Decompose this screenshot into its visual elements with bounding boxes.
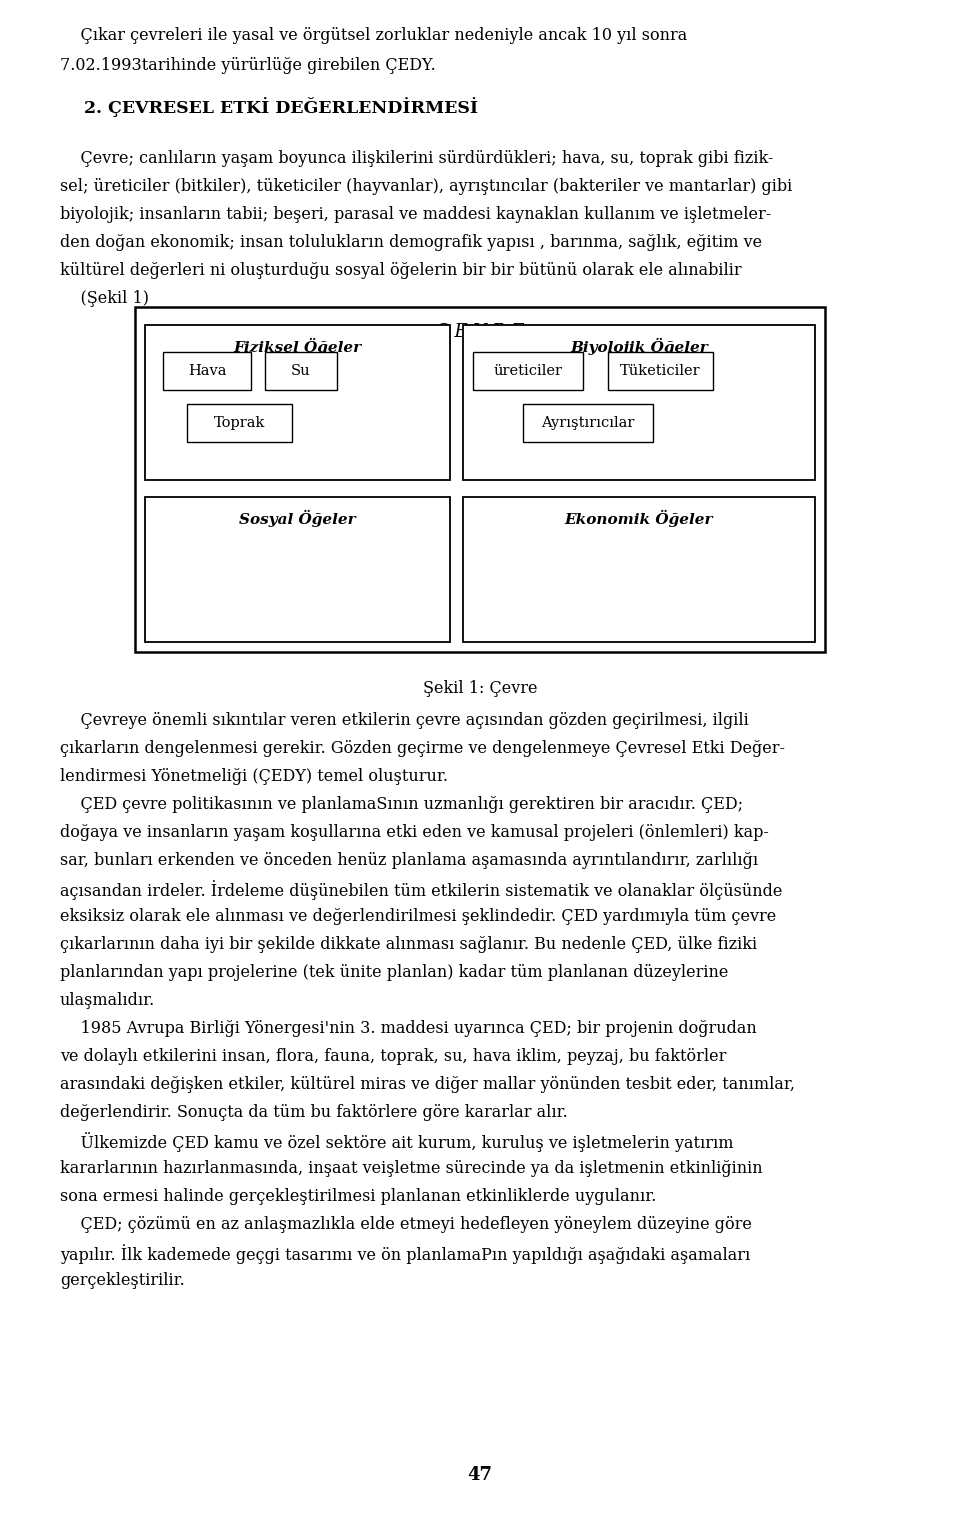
Bar: [463, 326, 815, 479]
Text: kararlarının hazırlanmasında, inşaat veişletme sürecinde ya da işletmenin etkinl: kararlarının hazırlanmasında, inşaat vei…: [60, 1160, 762, 1177]
Text: yapılır. İlk kademede geçgi tasarımı ve ön planlamaPın yapıldığı aşağıdaki aşama: yapılır. İlk kademede geçgi tasarımı ve …: [60, 1243, 751, 1263]
Text: Sosyal Öğeler: Sosyal Öğeler: [239, 510, 356, 527]
Text: ve dolaylı etkilerini insan, flora, fauna, toprak, su, hava iklim, peyzaj, bu fa: ve dolaylı etkilerini insan, flora, faun…: [60, 1049, 727, 1065]
Bar: [135, 307, 825, 651]
Text: ÇED çevre politikasının ve planlamaSının uzmanlığı gerektiren bir aracıdır. ÇED;: ÇED çevre politikasının ve planlamaSının…: [60, 796, 743, 813]
Text: Hava: Hava: [188, 364, 227, 377]
Bar: [473, 352, 583, 390]
Text: Ayrıştırıcılar: Ayrıştırıcılar: [541, 416, 635, 431]
Bar: [145, 326, 450, 479]
Text: Su: Su: [291, 364, 311, 377]
Text: Şekil 1: Çevre: Şekil 1: Çevre: [422, 680, 538, 697]
Text: sel; üreticiler (bitkiler), tüketiciler (hayvanlar), ayrıştıncılar (bakteriler v: sel; üreticiler (bitkiler), tüketiciler …: [60, 178, 792, 195]
Text: gerçekleştirilir.: gerçekleştirilir.: [60, 1272, 184, 1289]
Bar: [145, 498, 450, 642]
Bar: [523, 403, 653, 441]
Text: üreticiler: üreticiler: [493, 364, 563, 377]
Text: Toprak: Toprak: [214, 416, 265, 431]
Bar: [187, 403, 292, 441]
Text: ÇED; çözümü en az anlaşmazlıkla elde etmeyi hedefleyen yöneylem düzeyine göre: ÇED; çözümü en az anlaşmazlıkla elde etm…: [60, 1216, 752, 1233]
Text: 47: 47: [468, 1466, 492, 1484]
Bar: [163, 352, 251, 390]
Text: lendirmesi Yönetmeliği (ÇEDY) temel oluşturur.: lendirmesi Yönetmeliği (ÇEDY) temel oluş…: [60, 769, 448, 785]
Text: biyolojik; insanların tabii; beşeri, parasal ve maddesi kaynaklan kullanım ve iş: biyolojik; insanların tabii; beşeri, par…: [60, 205, 771, 224]
Text: Ülkemizde ÇED kamu ve özel sektöre ait kurum, kuruluş ve işletmelerin yatırım: Ülkemizde ÇED kamu ve özel sektöre ait k…: [60, 1132, 733, 1152]
Bar: [608, 352, 713, 390]
Text: 2. ÇEVRESEL ETKİ DEĞERLENDİRMESİ: 2. ÇEVRESEL ETKİ DEĞERLENDİRMESİ: [60, 97, 478, 117]
Text: (Şekil 1): (Şekil 1): [60, 291, 149, 307]
Text: Çıkar çevreleri ile yasal ve örgütsel zorluklar nedeniyle ancak 10 yıl sonra: Çıkar çevreleri ile yasal ve örgütsel zo…: [60, 27, 687, 44]
Text: planlarından yapı projelerine (tek ünite planlan) kadar tüm planlanan düzeylerin: planlarından yapı projelerine (tek ünite…: [60, 963, 729, 982]
Text: Çevre; canlıların yaşam boyunca ilişkilerini sürdürdükleri; hava, su, toprak gib: Çevre; canlıların yaşam boyunca ilişkile…: [60, 151, 774, 167]
Bar: [463, 498, 815, 642]
Text: çıkarların dengelenmesi gerekir. Gözden geçirme ve dengelenmeye Çevresel Etki De: çıkarların dengelenmesi gerekir. Gözden …: [60, 740, 785, 756]
Text: çıkarlarının daha iyi bir şekilde dikkate alınması sağlanır. Bu nedenle ÇED, ülk: çıkarlarının daha iyi bir şekilde dikkat…: [60, 936, 757, 953]
Text: arasındaki değişken etkiler, kültürel miras ve diğer mallar yönünden tesbit eder: arasındaki değişken etkiler, kültürel mi…: [60, 1076, 795, 1093]
Text: Fiziksel Öğeler: Fiziksel Öğeler: [233, 338, 362, 355]
Text: ulaşmalıdır.: ulaşmalıdır.: [60, 992, 156, 1009]
Text: kültürel değerleri ni oluşturduğu sosyal öğelerin bir bir bütünü olarak ele alın: kültürel değerleri ni oluşturduğu sosyal…: [60, 262, 742, 279]
Text: Biyolojik Öğeler: Biyolojik Öğeler: [570, 338, 708, 355]
Text: 7.02.1993tarihinde yürürlüğe girebilen ÇEDY.: 7.02.1993tarihinde yürürlüğe girebilen Ç…: [60, 56, 436, 75]
Text: 1985 Avrupa Birliği Yönergesi'nin 3. maddesi uyarınca ÇED; bir projenin doğrudan: 1985 Avrupa Birliği Yönergesi'nin 3. mad…: [60, 1020, 756, 1036]
Text: Çevreye önemli sıkıntılar veren etkilerin çevre açısından gözden geçirilmesi, il: Çevreye önemli sıkıntılar veren etkileri…: [60, 712, 749, 729]
Text: sona ermesi halinde gerçekleştirilmesi planlanan etkinliklerde uygulanır.: sona ermesi halinde gerçekleştirilmesi p…: [60, 1189, 657, 1205]
Bar: [265, 352, 337, 390]
Text: Tüketiciler: Tüketiciler: [620, 364, 701, 377]
Text: değerlendirir. Sonuçta da tüm bu faktörlere göre kararlar alır.: değerlendirir. Sonuçta da tüm bu faktörl…: [60, 1103, 567, 1122]
Text: den doğan ekonomik; insan tolulukların demografik yapısı , barınma, sağlık, eğit: den doğan ekonomik; insan tolulukların d…: [60, 234, 762, 251]
Text: açısandan irdeler. İrdeleme düşünebilen tüm etkilerin sistematik ve olanaklar öl: açısandan irdeler. İrdeleme düşünebilen …: [60, 880, 782, 900]
Text: Ekonomik Öğeler: Ekonomik Öğeler: [564, 510, 713, 527]
Text: Ç E V R E: Ç E V R E: [435, 323, 525, 341]
Text: eksiksiz olarak ele alınması ve değerlendirilmesi şeklindedir. ÇED yardımıyla tü: eksiksiz olarak ele alınması ve değerlen…: [60, 909, 777, 925]
Text: sar, bunları erkenden ve önceden henüz planlama aşamasında ayrıntılandırır, zarl: sar, bunları erkenden ve önceden henüz p…: [60, 852, 758, 869]
Text: doğaya ve insanların yaşam koşullarına etki eden ve kamusal projeleri (önlemleri: doğaya ve insanların yaşam koşullarına e…: [60, 823, 769, 842]
